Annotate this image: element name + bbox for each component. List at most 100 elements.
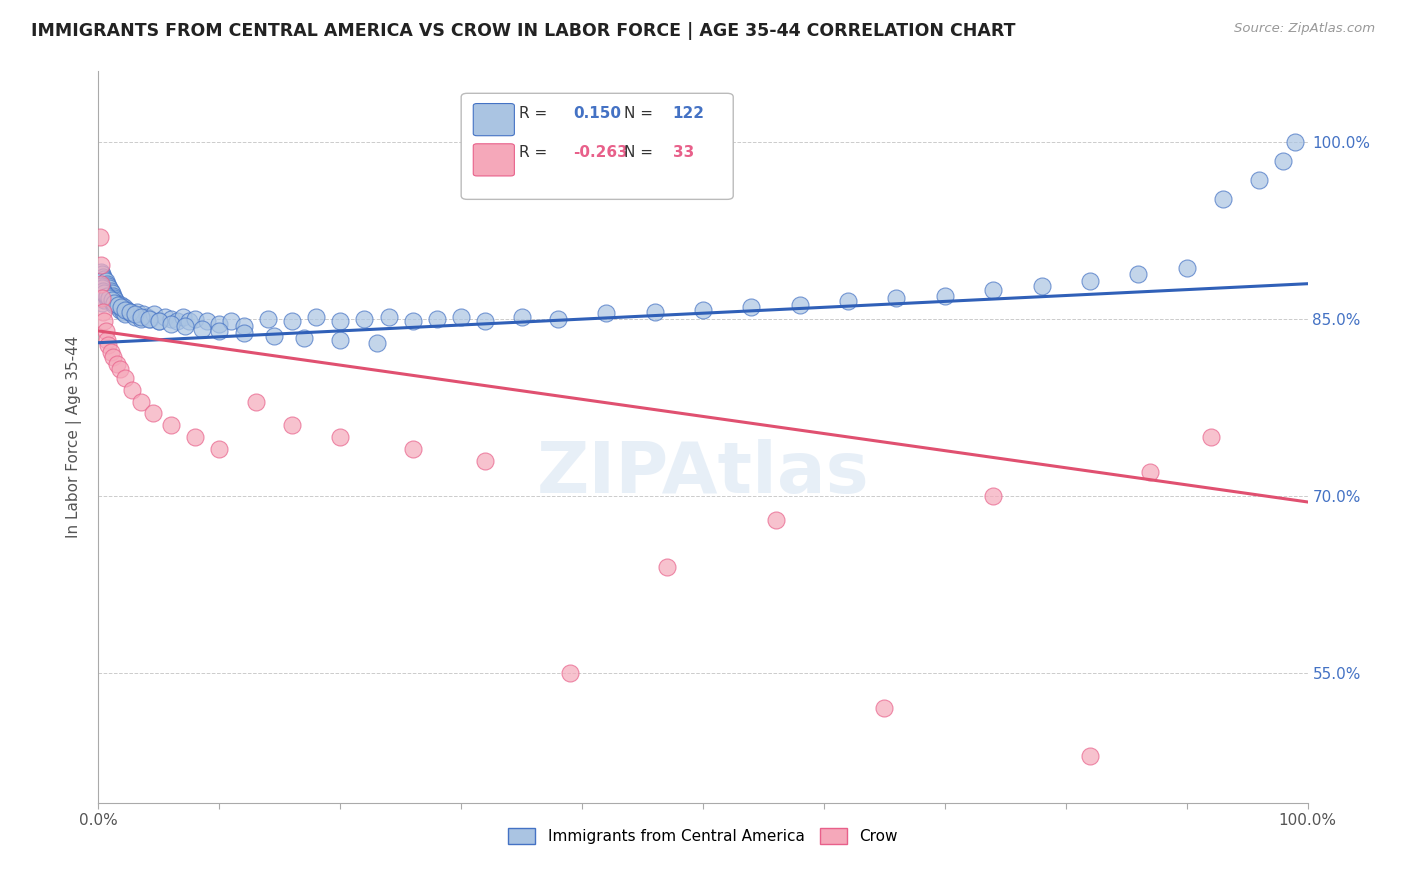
Point	[91, 269, 114, 284]
Point	[789, 298, 811, 312]
Point	[886, 291, 908, 305]
Point	[245, 394, 267, 409]
Point	[1212, 192, 1234, 206]
FancyBboxPatch shape	[461, 94, 734, 200]
Point	[1284, 135, 1306, 149]
Point	[101, 350, 124, 364]
Text: N =: N =	[624, 145, 658, 160]
Point	[108, 302, 131, 317]
Point	[90, 258, 112, 272]
Point	[191, 321, 214, 335]
Text: 122: 122	[672, 105, 704, 120]
Point	[91, 281, 114, 295]
Point	[256, 312, 278, 326]
Point	[105, 357, 128, 371]
Point	[263, 328, 285, 343]
Point	[402, 442, 425, 456]
Point	[981, 283, 1004, 297]
Point	[129, 312, 152, 326]
Point	[114, 307, 136, 321]
Point	[474, 453, 496, 467]
Point	[124, 310, 146, 324]
Point	[105, 295, 128, 310]
Point	[118, 305, 141, 319]
Point	[96, 288, 118, 302]
Point	[89, 286, 111, 301]
Point	[1128, 267, 1150, 281]
Point	[981, 489, 1004, 503]
Point	[148, 314, 170, 328]
Point	[103, 291, 125, 305]
Point	[100, 293, 122, 308]
Point	[426, 312, 449, 326]
Point	[97, 286, 120, 301]
Point	[91, 284, 114, 298]
Point	[103, 298, 125, 312]
Point	[174, 319, 197, 334]
Point	[184, 430, 207, 444]
Point	[89, 270, 111, 285]
Point	[366, 335, 388, 350]
Point	[93, 272, 115, 286]
Point	[143, 307, 166, 321]
Point	[94, 281, 117, 295]
Point	[153, 310, 176, 324]
Point	[89, 279, 111, 293]
Point	[184, 312, 207, 326]
Point	[108, 361, 131, 376]
Point	[172, 310, 194, 324]
Point	[450, 310, 472, 324]
Point	[655, 559, 678, 574]
Point	[91, 288, 114, 302]
Point	[100, 293, 122, 308]
Point	[402, 314, 425, 328]
Point	[1249, 173, 1271, 187]
Point	[129, 310, 152, 324]
Point	[740, 301, 762, 315]
Point	[91, 267, 114, 281]
Point	[142, 407, 165, 421]
Point	[90, 283, 112, 297]
Point	[873, 701, 896, 715]
Point	[110, 298, 132, 312]
Point	[765, 513, 787, 527]
Point	[160, 317, 183, 331]
Point	[90, 265, 112, 279]
Point	[91, 305, 114, 319]
Point	[97, 279, 120, 293]
Point	[1199, 430, 1222, 444]
Point	[97, 338, 120, 352]
Point	[90, 274, 112, 288]
Point	[108, 301, 131, 315]
Point	[101, 295, 124, 310]
Point	[129, 394, 152, 409]
Point	[96, 277, 118, 291]
Text: R =: R =	[519, 145, 553, 160]
Point	[93, 314, 115, 328]
Point	[91, 274, 114, 288]
Point	[208, 317, 231, 331]
Point	[208, 442, 231, 456]
FancyBboxPatch shape	[474, 144, 515, 176]
Point	[305, 310, 328, 324]
Point	[91, 277, 114, 291]
Y-axis label: In Labor Force | Age 35-44: In Labor Force | Age 35-44	[66, 336, 83, 538]
Text: -0.263: -0.263	[574, 145, 628, 160]
Point	[329, 314, 352, 328]
Point	[232, 326, 254, 341]
Point	[1139, 466, 1161, 480]
Point	[179, 314, 201, 328]
Point	[98, 288, 121, 302]
Point	[329, 334, 352, 348]
Point	[111, 305, 134, 319]
Point	[292, 331, 315, 345]
Point	[208, 324, 231, 338]
Point	[166, 314, 188, 328]
Point	[281, 418, 304, 433]
Text: IMMIGRANTS FROM CENTRAL AMERICA VS CROW IN LABOR FORCE | AGE 35-44 CORRELATION C: IMMIGRANTS FROM CENTRAL AMERICA VS CROW …	[31, 22, 1015, 40]
Point	[90, 279, 112, 293]
Point	[100, 286, 122, 301]
Point	[101, 288, 124, 302]
Point	[195, 314, 218, 328]
Text: 33: 33	[672, 145, 695, 160]
